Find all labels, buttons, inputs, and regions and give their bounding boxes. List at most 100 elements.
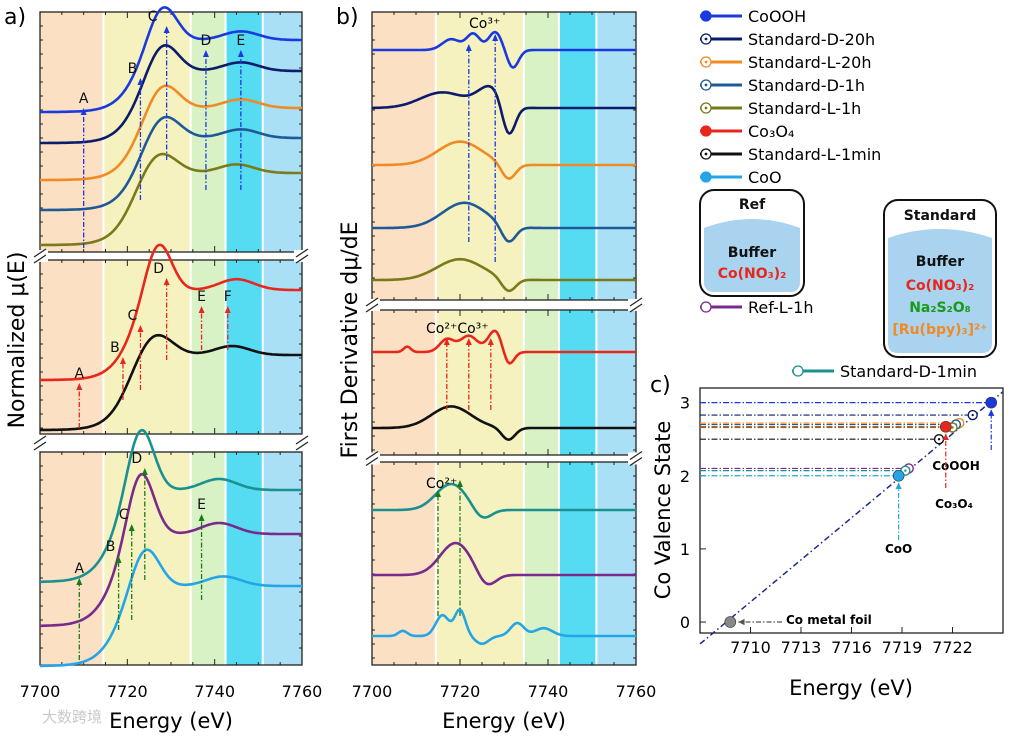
peak-guide-arrow bbox=[202, 50, 209, 57]
peak-guide-arrow bbox=[137, 325, 144, 332]
axis-break-mark bbox=[365, 297, 379, 307]
spectrum-line bbox=[372, 541, 636, 586]
peak-guide-arrow bbox=[137, 78, 144, 85]
peak-label: B bbox=[128, 61, 138, 77]
axis-break-mark bbox=[629, 451, 643, 460]
axis-break-mask bbox=[364, 299, 380, 311]
energy-region-band bbox=[225, 452, 263, 665]
legend-marker-dot bbox=[704, 152, 708, 156]
a-x-tick-label: 7700 bbox=[20, 682, 61, 701]
axis-break-mark bbox=[365, 303, 379, 313]
c-y-axis-label: Co Valence State bbox=[651, 421, 675, 600]
peak-label: C bbox=[128, 308, 138, 324]
peak-guide-arrow bbox=[128, 524, 135, 531]
peak-guide-arrow bbox=[465, 44, 472, 51]
a-x-tick-label: 7740 bbox=[194, 682, 235, 701]
c-reference-point bbox=[724, 616, 737, 628]
ref-box-text: Co(NO₃)₂ bbox=[718, 266, 787, 282]
axis-break-mark bbox=[295, 254, 309, 264]
c-cooh-label: CoOOH bbox=[932, 459, 980, 473]
spectrum-line bbox=[372, 201, 636, 243]
legend-label: CoOOH bbox=[748, 7, 806, 26]
legend-label: CoO bbox=[748, 168, 782, 187]
energy-region-band bbox=[435, 462, 524, 665]
energy-region-band bbox=[523, 462, 559, 665]
legend-label: Standard-D-1min bbox=[840, 362, 977, 381]
c-linear-fit-line bbox=[699, 391, 1004, 645]
peak-guide-arrow bbox=[443, 338, 450, 345]
axis-break-mark bbox=[295, 248, 309, 258]
b-x-tick-label: 7760 bbox=[616, 682, 657, 701]
standard-box-buffer-fill bbox=[888, 229, 992, 353]
c-x-tick-label: 7719 bbox=[882, 638, 923, 657]
spectrum-line bbox=[372, 30, 636, 69]
panel-label-c: c) bbox=[650, 373, 671, 398]
c-y-tick-label: 0 bbox=[680, 613, 690, 632]
energy-region-band bbox=[559, 310, 597, 455]
peak-guide-arrow bbox=[76, 383, 83, 390]
axis-break-mark bbox=[629, 297, 643, 307]
ref-box-text: Buffer bbox=[728, 245, 776, 261]
peak-label: A bbox=[75, 561, 85, 577]
energy-region-band bbox=[40, 260, 104, 434]
peak-guide-arrow bbox=[119, 357, 126, 364]
legend-label: Standard-L-20h bbox=[748, 53, 871, 72]
b-x-axis-label: Energy (eV) bbox=[442, 709, 566, 733]
peak-label: A bbox=[79, 91, 89, 107]
energy-region-band bbox=[559, 462, 597, 665]
legend-label: Standard-L-1min bbox=[748, 145, 881, 164]
spectrum-line bbox=[40, 472, 302, 628]
legend-marker-dot bbox=[704, 106, 708, 110]
spectrum-line bbox=[372, 608, 636, 645]
energy-region-band bbox=[559, 12, 597, 300]
energy-region-band bbox=[596, 310, 636, 455]
energy-region-band bbox=[523, 12, 559, 300]
peak-guide-arrow bbox=[198, 306, 205, 313]
legend-label: Standard-D-20h bbox=[748, 30, 875, 49]
c-y-tick-label: 2 bbox=[680, 467, 690, 486]
axis-break-mark bbox=[365, 457, 379, 466]
energy-region-band bbox=[190, 12, 226, 252]
a-x-tick-label: 7760 bbox=[282, 682, 323, 701]
energy-region-band bbox=[262, 452, 302, 665]
peak-label: D bbox=[131, 451, 142, 467]
watermark-text: 大数跨境 bbox=[42, 708, 102, 726]
energy-region-band bbox=[372, 310, 436, 455]
legend-label: Ref-L-1h bbox=[748, 298, 814, 317]
c-coo-label: CoO bbox=[885, 542, 912, 556]
axis-break-mask bbox=[32, 250, 48, 262]
peak-guide-arrow bbox=[435, 490, 441, 497]
energy-region-band bbox=[523, 310, 559, 455]
c-x-tick-label: 7722 bbox=[932, 638, 973, 657]
spectrum-line bbox=[40, 333, 302, 432]
axis-break-mark bbox=[33, 435, 47, 445]
energy-region-band bbox=[190, 452, 226, 665]
legend-marker bbox=[700, 10, 712, 22]
energy-region-band bbox=[40, 452, 104, 665]
axis-break-mark bbox=[33, 248, 47, 258]
legend-label: Co₃O₄ bbox=[748, 122, 794, 141]
legend-marker bbox=[700, 171, 712, 183]
peak-label: E bbox=[197, 289, 206, 305]
energy-region-band bbox=[262, 12, 302, 252]
axis-break-mark bbox=[295, 441, 309, 451]
legend-marker-dot bbox=[704, 37, 708, 41]
axis-break-mark bbox=[629, 303, 643, 313]
energy-region-band bbox=[596, 12, 636, 300]
c-x-tick-label: 7710 bbox=[730, 638, 771, 657]
c-x-tick-label: 7716 bbox=[831, 638, 872, 657]
axis-break-mask bbox=[294, 437, 310, 449]
standard-box-text: Co(NO₃)₂ bbox=[906, 278, 975, 294]
peak-label: C bbox=[148, 9, 158, 25]
peak-guide-arrow bbox=[141, 468, 148, 475]
spectrum-line bbox=[372, 405, 636, 441]
peak-guide-arrow bbox=[76, 578, 83, 585]
axis-break-mark bbox=[365, 451, 379, 460]
energy-region-band bbox=[596, 462, 636, 665]
peak-guide-arrow bbox=[457, 480, 463, 487]
legend-marker bbox=[700, 301, 712, 313]
energy-region-band bbox=[435, 310, 524, 455]
a-x-tick-label: 7720 bbox=[107, 682, 148, 701]
standard-box-text: Na₂S₂O₈ bbox=[909, 300, 971, 316]
peak-guide-arrow bbox=[198, 514, 205, 521]
